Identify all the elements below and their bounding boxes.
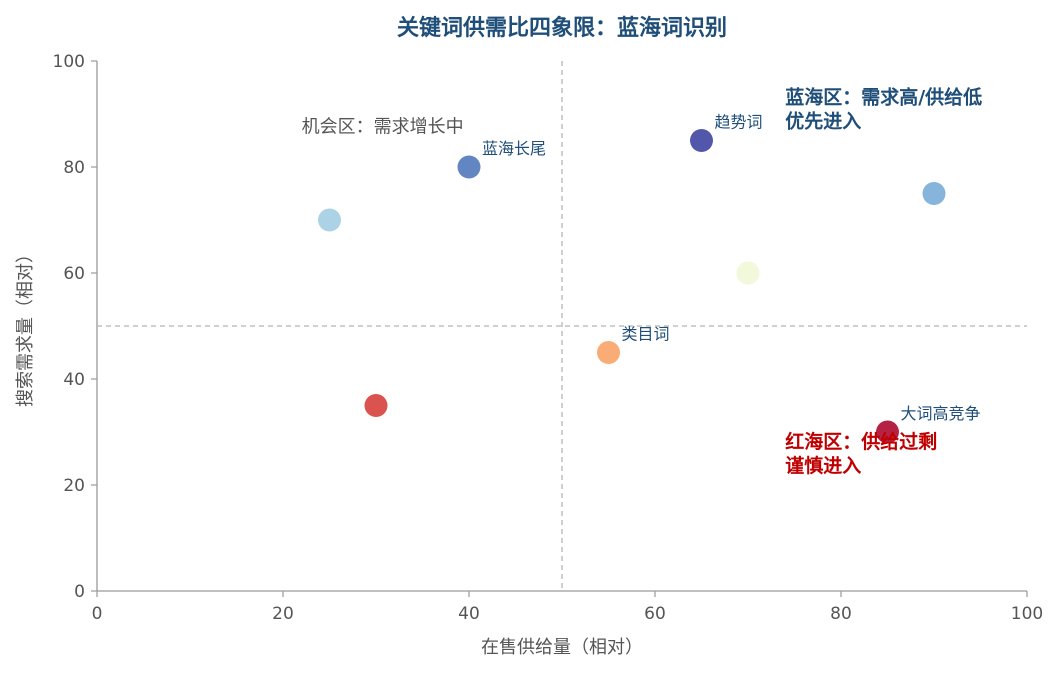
data-point [457, 155, 481, 179]
data-point [876, 420, 899, 444]
data-point [318, 208, 341, 232]
x-tick-label: 60 [644, 604, 666, 624]
data-point [922, 182, 946, 205]
x-tick-label: 20 [272, 604, 294, 624]
chart-title: 关键词供需比四象限：蓝海词识别 [397, 15, 727, 41]
x-axis-title: 在售供给量（相对） [481, 637, 643, 658]
y-tick-label: 80 [63, 158, 85, 178]
point-label: 蓝海长尾 [482, 139, 546, 158]
data-point [364, 394, 388, 417]
annotation-opportunity: 机会区：需求增长中 [302, 117, 464, 138]
data-point [597, 341, 620, 364]
y-tick-label: 20 [63, 476, 85, 496]
x-tick-label: 80 [830, 604, 852, 624]
annotation-line: 优先进入 [785, 109, 861, 132]
data-points [318, 129, 946, 444]
y-tick-label: 60 [63, 264, 85, 284]
annotation-line: 蓝海区：需求高/供给低 [785, 85, 982, 108]
y-axis-title: 搜索需求量（相对） [15, 245, 36, 407]
x-tick-label: 0 [92, 604, 103, 624]
x-tick-label: 100 [1011, 604, 1043, 624]
annotation-line: 红海区：供给过剩 [785, 430, 937, 453]
axis-ticks: 0 20 40 60 80 100 0 20 40 60 80 100 [53, 52, 1044, 624]
y-tick-label: 40 [63, 370, 85, 390]
point-label: 类目词 [622, 325, 670, 344]
annotation-line: 机会区：需求增长中 [302, 117, 464, 138]
x-tick-label: 40 [458, 604, 480, 624]
point-label: 趋势词 [715, 113, 763, 132]
annotation-blue-ocean: 蓝海区：需求高/供给低优先进入 [785, 85, 982, 132]
data-point [736, 261, 760, 285]
data-point [690, 129, 713, 152]
y-tick-label: 100 [53, 52, 85, 72]
quadrant-dividers [97, 61, 1027, 591]
annotation-line: 谨慎进入 [785, 454, 861, 477]
y-tick-label: 0 [74, 582, 85, 602]
point-label: 大词高竞争 [901, 404, 981, 423]
annotation-red-ocean: 红海区：供给过剩谨慎进入 [785, 430, 937, 477]
